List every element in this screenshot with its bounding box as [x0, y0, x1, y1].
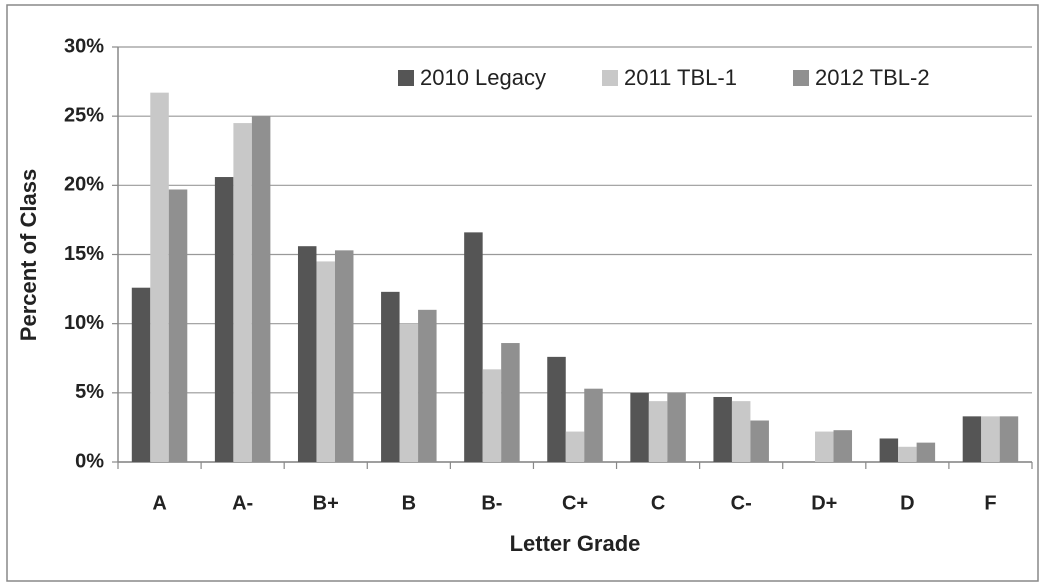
y-tick-label: 10%: [64, 312, 104, 334]
x-tick-label: D+: [811, 492, 837, 514]
bar: [898, 446, 917, 462]
bar: [482, 369, 502, 462]
x-tick-label: D: [900, 492, 914, 514]
x-tick-label: B: [402, 492, 416, 514]
legend-label: 2010 Legacy: [420, 65, 546, 90]
bar: [584, 388, 603, 462]
x-tick-label: C+: [562, 492, 588, 514]
bar: [731, 401, 751, 462]
bar: [501, 343, 520, 462]
bar: [214, 177, 234, 463]
x-tick-label: A: [152, 492, 166, 514]
bar: [713, 396, 732, 462]
bar: [150, 92, 169, 463]
bar: [648, 401, 668, 462]
bar: [316, 261, 335, 462]
bar: [981, 416, 1000, 462]
x-tick-label: F: [984, 492, 996, 514]
x-tick-label: A-: [232, 492, 253, 514]
bar: [962, 416, 982, 462]
legend-label: 2011 TBL-1: [624, 65, 737, 90]
x-tick-label: B+: [313, 492, 339, 514]
bar: [334, 250, 354, 462]
y-tick-label: 25%: [64, 104, 104, 126]
bar: [381, 291, 400, 462]
bar: [565, 431, 585, 462]
bar: [418, 309, 437, 462]
legend-swatch: [602, 70, 618, 86]
bar: [815, 431, 834, 462]
bar: [251, 116, 271, 463]
bar: [297, 246, 317, 462]
x-tick-label: B-: [481, 492, 502, 514]
x-axis-title: Letter Grade: [510, 531, 641, 556]
legend-swatch: [398, 70, 414, 86]
bar: [399, 323, 419, 462]
y-axis-title: Percent of Class: [16, 169, 41, 341]
y-tick-label: 0%: [75, 450, 104, 472]
bar: [750, 420, 769, 462]
bar: [464, 232, 483, 462]
bar: [630, 392, 649, 462]
bar: [999, 416, 1019, 462]
bar: [667, 392, 686, 462]
bar: [131, 287, 151, 462]
bar: [833, 430, 853, 462]
bar: [233, 123, 252, 462]
legend-label: 2012 TBL-2: [815, 65, 930, 90]
bar: [879, 438, 899, 462]
bar: [547, 356, 566, 462]
bar: [916, 442, 936, 462]
y-tick-label: 15%: [64, 243, 104, 265]
x-tick-label: C-: [731, 492, 752, 514]
y-tick-label: 5%: [75, 381, 104, 403]
bar: [168, 189, 188, 462]
y-tick-label: 20%: [64, 174, 104, 196]
y-tick-label: 30%: [64, 35, 104, 57]
x-tick-label: C: [651, 492, 665, 514]
legend-swatch: [793, 70, 809, 86]
